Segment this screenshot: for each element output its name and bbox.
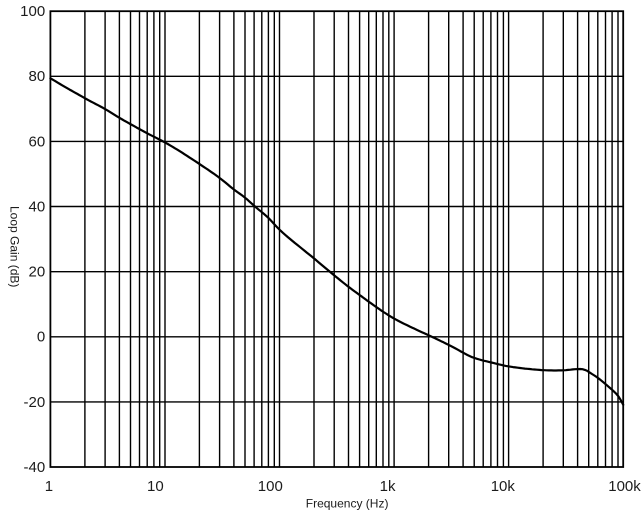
svg-text:100: 100 [20,3,45,20]
svg-text:60: 60 [29,133,46,150]
svg-text:10k: 10k [491,478,516,495]
svg-text:100k: 100k [608,478,641,495]
svg-text:100: 100 [258,478,283,495]
svg-text:Loop Gain (dB): Loop Gain (dB) [8,206,22,287]
svg-text:1: 1 [45,478,53,495]
svg-text:80: 80 [29,68,46,85]
svg-text:40: 40 [29,198,46,215]
svg-text:Frequency (Hz): Frequency (Hz) [306,496,389,510]
svg-text:-20: -20 [24,394,46,411]
svg-text:0: 0 [37,329,45,346]
svg-text:-40: -40 [24,459,46,476]
svg-text:10: 10 [147,478,164,495]
svg-text:1k: 1k [380,478,396,495]
svg-text:20: 20 [29,264,46,281]
